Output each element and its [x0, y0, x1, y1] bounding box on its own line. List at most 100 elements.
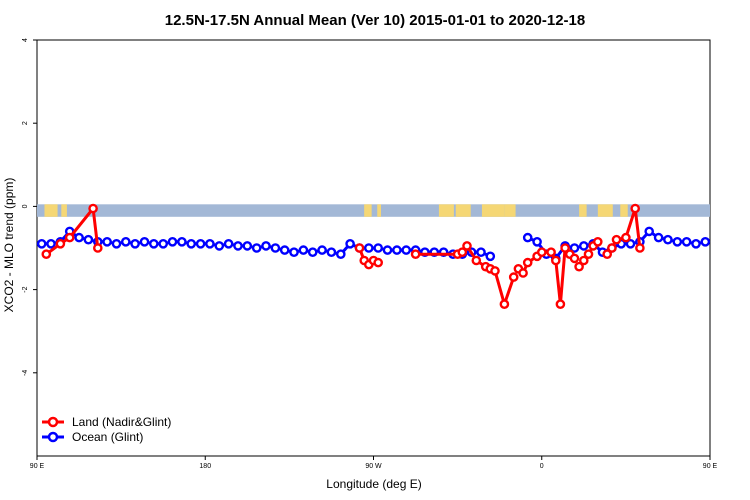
data-point — [700, 236, 711, 247]
land-band-patch — [620, 204, 628, 217]
data-point — [130, 238, 140, 249]
x-axis: 90 E 180 90 W 0 90 E — [30, 456, 718, 470]
data-point — [74, 232, 84, 243]
data-point — [345, 238, 355, 249]
data-point — [471, 255, 482, 266]
x-tick-label: 180 — [199, 463, 211, 470]
y-axis: 4 2 0 -2 -4 — [22, 38, 37, 376]
x-tick-label: 90 W — [365, 463, 382, 470]
data-point — [242, 241, 253, 251]
data-point — [653, 232, 664, 243]
data-point — [607, 243, 617, 253]
data-point — [279, 245, 290, 255]
data-point — [499, 299, 510, 310]
data-point — [382, 245, 393, 255]
data-point — [401, 245, 412, 255]
data-point — [522, 232, 533, 243]
data-point — [83, 234, 94, 245]
land-ocean-band — [37, 204, 710, 217]
data-point — [214, 241, 225, 251]
data-point — [64, 232, 75, 243]
data-point — [551, 255, 561, 266]
data-point — [251, 243, 262, 253]
data-point — [121, 236, 131, 247]
data-point — [522, 257, 533, 268]
data-point — [167, 236, 178, 247]
data-point — [490, 266, 500, 276]
data-point — [335, 249, 346, 259]
chart-title: 12.5N-17.5N Annual Mean (Ver 10) 2015-01… — [165, 12, 585, 29]
legend-item-ocean: Ocean (Glint) — [42, 430, 143, 444]
data-point — [593, 236, 603, 247]
ocean-band — [37, 204, 710, 217]
data-point — [569, 243, 580, 253]
data-point — [158, 238, 168, 249]
data-point — [363, 243, 374, 253]
data-point — [270, 243, 281, 253]
data-point — [579, 241, 589, 251]
data-point — [537, 247, 547, 257]
x-tick-label: 90 E — [703, 463, 718, 470]
land-band-patch — [504, 204, 516, 217]
data-point — [691, 238, 701, 249]
data-point — [111, 238, 122, 249]
data-point — [611, 234, 622, 245]
data-point — [205, 238, 215, 249]
data-point — [41, 249, 52, 259]
data-point — [672, 236, 683, 247]
data-point — [102, 236, 112, 247]
land-band-patch — [438, 204, 454, 217]
data-point — [462, 241, 472, 251]
data-point — [139, 236, 150, 247]
data-point — [55, 238, 66, 249]
data-point — [546, 247, 556, 257]
land-band-patch — [579, 204, 587, 217]
y-tick-label: -2 — [22, 286, 29, 292]
plot-area — [36, 39, 711, 457]
data-point — [298, 245, 309, 255]
legend-item-land: Land (Nadir&Glint) — [42, 415, 171, 429]
y-axis-label: XCO2 - MLO trend (ppm) — [2, 178, 16, 313]
data-point — [569, 253, 580, 264]
data-point — [630, 203, 641, 214]
data-point — [508, 272, 519, 282]
data-point — [88, 203, 98, 214]
land-band-patch — [61, 204, 67, 217]
data-point — [621, 232, 631, 243]
legend-ocean-marker — [47, 431, 59, 443]
data-point — [373, 257, 384, 268]
land-band-patch — [481, 204, 505, 217]
data-point — [485, 251, 496, 262]
data-point — [317, 245, 327, 255]
y-tick-label: -4 — [22, 370, 29, 376]
data-point — [532, 236, 542, 247]
data-point — [148, 238, 159, 249]
data-point — [36, 238, 47, 249]
legend-ocean-label: Ocean (Glint) — [72, 430, 143, 444]
y-tick-label: 0 — [22, 204, 29, 208]
legend-land-label: Land (Nadir&Glint) — [72, 415, 171, 429]
land-band-patch — [597, 204, 613, 217]
data-point — [602, 249, 613, 259]
y-tick-label: 4 — [22, 38, 29, 42]
land-band-patch — [364, 204, 372, 217]
data-point — [681, 236, 692, 247]
data-point — [476, 247, 486, 257]
land-band-patch — [377, 204, 381, 217]
data-point — [555, 299, 566, 310]
data-point — [261, 241, 271, 251]
data-point — [410, 249, 421, 259]
data-point — [663, 234, 673, 245]
data-point — [307, 247, 318, 257]
data-point — [354, 243, 365, 253]
y-tick-label: 2 — [22, 121, 29, 125]
data-point — [644, 226, 655, 237]
data-point — [583, 249, 594, 259]
data-point — [518, 268, 528, 278]
data-point — [93, 243, 103, 253]
legend-land-marker — [47, 416, 59, 428]
data-point — [457, 247, 468, 257]
data-point — [574, 261, 584, 272]
series-land — [41, 203, 645, 310]
data-point — [289, 247, 299, 257]
